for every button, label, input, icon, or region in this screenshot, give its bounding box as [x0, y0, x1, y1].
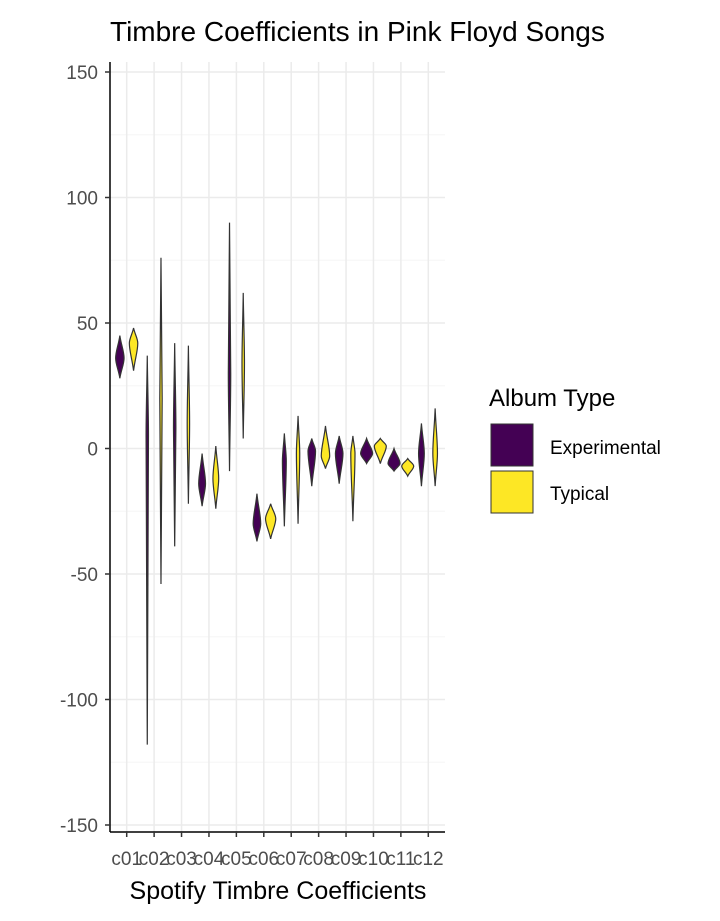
legend: Album Type Experimental Typical — [489, 385, 661, 514]
x-tick-label: c04 — [194, 849, 225, 870]
violin-experimental-c06 — [252, 493, 262, 542]
x-axis-title: Spotify Timbre Coefficients — [130, 877, 427, 905]
legend-swatch-typical — [490, 470, 534, 514]
violin-typical-c12 — [432, 408, 439, 487]
violin-experimental-c02 — [145, 355, 150, 745]
violin-experimental-c11 — [387, 446, 401, 473]
x-tick-label: c03 — [166, 849, 197, 870]
legend-label-typical: Typical — [550, 484, 609, 505]
violin-experimental-c10 — [360, 436, 374, 466]
violin-experimental-c07 — [281, 433, 287, 527]
violin-experimental-c12 — [417, 423, 425, 487]
violin-typical-c05 — [241, 292, 246, 439]
violin-typical-c01 — [128, 327, 139, 371]
axis-layer — [109, 62, 445, 833]
y-tick-label: -150 — [60, 816, 98, 837]
violin-typical-c10 — [373, 437, 387, 464]
x-tick-label: c01 — [111, 849, 142, 870]
legend-label-experimental: Experimental — [550, 438, 661, 459]
violin-layer — [115, 222, 439, 745]
violin-experimental-c04 — [198, 453, 207, 507]
violin-typical-c08 — [320, 425, 331, 469]
y-tick-label: -50 — [71, 565, 98, 586]
violin-typical-c09 — [350, 435, 356, 522]
legend-swatch-experimental — [490, 423, 534, 467]
violin-typical-c04 — [212, 445, 220, 509]
y-tick-label: 100 — [66, 189, 98, 210]
x-tick-label: c11 — [386, 849, 415, 870]
violin-typical-c06 — [264, 503, 277, 539]
x-tick-label: c02 — [139, 849, 170, 870]
y-tick-label: 0 — [87, 440, 98, 461]
y-tick-label: 150 — [66, 63, 98, 84]
x-tick-label: c07 — [276, 849, 307, 870]
violin-typical-c11 — [401, 457, 415, 478]
violin-experimental-c05 — [227, 222, 232, 472]
violin-typical-c02 — [159, 257, 163, 585]
legend-title: Album Type — [489, 385, 615, 412]
x-tick-label: c06 — [248, 849, 279, 870]
y-tick-label: 50 — [77, 314, 98, 335]
x-tick-label: c12 — [413, 849, 444, 870]
x-tick-label: c09 — [331, 849, 362, 870]
x-tick-label: c05 — [221, 849, 252, 870]
violin-typical-c07 — [295, 415, 301, 524]
violin-experimental-c09 — [334, 435, 344, 484]
violin-experimental-c03 — [172, 343, 177, 547]
grid-layer — [110, 62, 445, 832]
x-tick-label: c10 — [358, 849, 389, 870]
violin-experimental-c08 — [307, 438, 317, 487]
x-tick-label: c08 — [303, 849, 334, 870]
violin-typical-c03 — [186, 345, 191, 504]
tick-layer: 150100500-50-100-150c01c02c03c04c05c06c0… — [60, 63, 444, 870]
y-tick-label: -100 — [60, 691, 98, 712]
violin-experimental-c01 — [115, 335, 125, 379]
chart-title: Timbre Coefficients in Pink Floyd Songs — [110, 16, 605, 47]
